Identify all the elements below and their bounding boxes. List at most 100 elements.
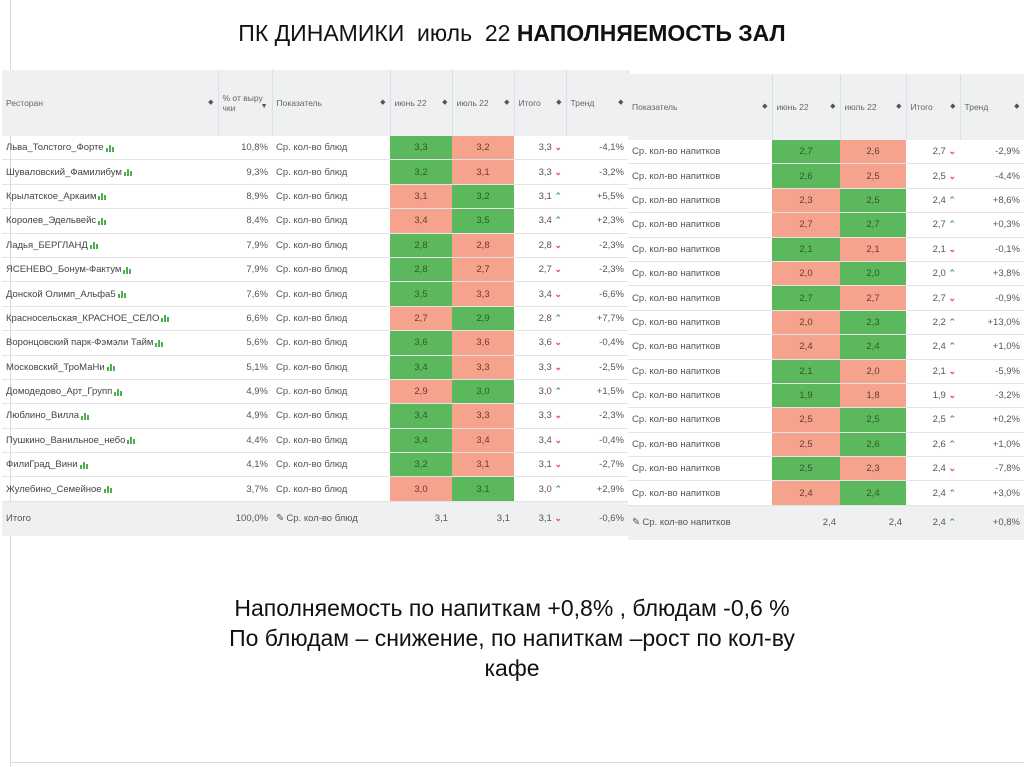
trend-value: -0,4%: [566, 330, 628, 356]
table-row[interactable]: Московский_ТроМаНи 5,1% Ср. кол-во блюд 3,4…: [2, 355, 628, 380]
table-row[interactable]: Ср. кол-во напитков 2,5 2,5 2,5 ⌃ +0,2%: [628, 407, 1024, 433]
bar-chart-icon[interactable]: [103, 485, 113, 494]
indicator-label: Ср. кол-во блюд: [272, 476, 390, 502]
restaurant-name[interactable]: ФилиГрад_Вини: [2, 452, 218, 478]
trend-up-icon: ⌃: [948, 487, 956, 498]
table-row[interactable]: ФилиГрад_Вини 4,1% Ср. кол-во блюд 3,2 3,1 3,…: [2, 452, 628, 478]
indicator-label: Ср. кол-во напитков: [628, 237, 772, 262]
table-row[interactable]: Ср. кол-во напитков 2,7 2,6 2,7 ⌄ -2,9%: [628, 140, 1024, 165]
restaurant-name[interactable]: Воронцовский парк-Фэмэли Тайм: [2, 330, 218, 356]
bar-chart-icon[interactable]: [79, 460, 89, 469]
col-header-june[interactable]: июнь 22 ◆: [390, 70, 453, 136]
col-header-percent[interactable]: % от выру чки ▼: [218, 70, 273, 136]
table-row[interactable]: Донской Олимп_Альфа5 7,6% Ср. кол-во блюд 3…: [2, 281, 628, 307]
table-row[interactable]: Ср. кол-во напитков 2,4 2,4 2,4 ⌃ +3,0%: [628, 480, 1024, 506]
bar-chart-icon[interactable]: [161, 314, 171, 323]
bar-chart-icon[interactable]: [106, 363, 116, 372]
table-row[interactable]: Ср. кол-во напитков 2,5 2,3 2,4 ⌄ -7,8%: [628, 456, 1024, 482]
bar-chart-icon[interactable]: [127, 436, 137, 445]
june-value: 2,1: [772, 359, 840, 384]
restaurant-name[interactable]: Льва_Толстого_Форте: [2, 136, 218, 161]
trend-down-icon: ⌄: [554, 239, 562, 250]
table-row[interactable]: Ср. кол-во напитков 2,0 2,0 2,0 ⌃ +3,8%: [628, 261, 1024, 287]
total-value: 2,6 ⌃: [906, 432, 960, 458]
table-row[interactable]: Ср. кол-во напитков 2,6 2,5 2,5 ⌄ -4,4%: [628, 163, 1024, 189]
table-row[interactable]: Пушкино_Ванильное_небо 4,4% Ср. кол-во блю…: [2, 428, 628, 454]
july-value: 2,4: [840, 480, 906, 506]
june-value: 2,4: [772, 334, 840, 360]
table-row[interactable]: Красносельская_КРАСНОЕ_СЕЛО 6,6% Ср. кол-в…: [2, 306, 628, 332]
conclusion-line: кафе: [484, 655, 540, 681]
june-value: 3,1: [390, 184, 452, 210]
july-value: 2,1: [840, 237, 906, 262]
col-header-total[interactable]: Итого ◆: [906, 74, 961, 140]
table-row[interactable]: Ср. кол-во напитков 2,4 2,4 2,4 ⌃ +1,0%: [628, 334, 1024, 360]
bar-chart-icon[interactable]: [81, 411, 91, 420]
conclusion-line: По блюдам – снижение, по напиткам –рост …: [229, 625, 795, 651]
total-value: 2,7 ⌃: [906, 212, 960, 238]
table-row[interactable]: Ср. кол-во напитков 2,7 2,7 2,7 ⌃ +0,3%: [628, 212, 1024, 238]
july-value: 2,3: [840, 310, 906, 336]
indicator-label: Ср. кол-во напитков: [628, 407, 772, 433]
restaurant-name[interactable]: Красносельская_КРАСНОЕ_СЕЛО: [2, 306, 218, 332]
table-row[interactable]: Ср. кол-во напитков 2,1 2,0 2,1 ⌄ -5,9%: [628, 359, 1024, 384]
bar-chart-icon[interactable]: [105, 143, 115, 152]
restaurant-name[interactable]: Крылатское_Аркаим: [2, 184, 218, 210]
table-row[interactable]: Ср. кол-во напитков 2,5 2,6 2,6 ⌃ +1,0%: [628, 432, 1024, 458]
table-row[interactable]: Крылатское_Аркаим 8,9% Ср. кол-во блюд 3,1 3…: [2, 184, 628, 210]
trend-value: -4,4%: [960, 163, 1024, 189]
total-value: 3,4 ⌃: [514, 208, 566, 234]
june-value: 2,7: [772, 285, 840, 311]
col-header-total[interactable]: Итого ◆: [514, 70, 567, 136]
table-row[interactable]: Ср. кол-во напитков 2,7 2,7 2,7 ⌄ -0,9%: [628, 285, 1024, 311]
col-header-indicator[interactable]: Показатель ◆: [272, 70, 391, 136]
bar-chart-icon[interactable]: [98, 216, 108, 225]
bar-chart-icon[interactable]: [89, 241, 99, 250]
col-header-trend[interactable]: Тренд ◆: [566, 70, 629, 136]
bar-chart-icon[interactable]: [98, 192, 108, 201]
table-row[interactable]: Шуваловский_Фамилибум 9,3% Ср. кол-во блюд…: [2, 159, 628, 185]
table-row[interactable]: Люблино_Вилла 4,9% Ср. кол-во блюд 3,4 3,3 3,…: [2, 403, 628, 429]
table-row[interactable]: Ср. кол-во напитков 2,1 2,1 2,1 ⌄ -0,1%: [628, 237, 1024, 262]
table-row[interactable]: Ср. кол-во напитков 1,9 1,8 1,9 ⌄ -3,2%: [628, 383, 1024, 409]
bar-chart-icon[interactable]: [114, 387, 124, 396]
col-header-july[interactable]: июль 22 ◆: [840, 74, 907, 140]
table-row[interactable]: Льва_Толстого_Форте 10,8% Ср. кол-во блюд 3…: [2, 136, 628, 161]
restaurant-name[interactable]: Королев_Эдельвейс: [2, 208, 218, 234]
restaurant-name[interactable]: Люблино_Вилла: [2, 403, 218, 429]
table-row[interactable]: Ср. кол-во напитков 2,3 2,5 2,4 ⌃ +8,6%: [628, 188, 1024, 214]
july-value: 3,0: [452, 379, 514, 405]
table-row[interactable]: Воронцовский парк-Фэмэли Тайм 5,6% Ср. кол…: [2, 330, 628, 356]
july-value: 2,3: [840, 456, 906, 482]
col-header-restaurant[interactable]: Ресторан ◆: [2, 70, 219, 136]
bar-chart-icon[interactable]: [123, 265, 133, 274]
bar-chart-icon[interactable]: [123, 168, 133, 177]
table-row[interactable]: Королев_Эдельвейс 8,4% Ср. кол-во блюд 3,4 3…: [2, 208, 628, 234]
trend-up-icon: ⌃: [948, 194, 956, 205]
col-header-trend[interactable]: Тренд ◆: [960, 74, 1024, 140]
restaurant-name[interactable]: ЯСЕНЕВО_Бонум-Фактум: [2, 257, 218, 283]
table-row[interactable]: Ср. кол-во напитков 2,0 2,3 2,2 ⌃ +13,0%: [628, 310, 1024, 336]
july-value: 3,3: [452, 355, 514, 380]
bar-chart-icon[interactable]: [155, 338, 165, 347]
table-row[interactable]: Ладья_БЕРГЛАНД 7,9% Ср. кол-во блюд 2,8 2,8 2…: [2, 233, 628, 258]
col-header-july[interactable]: июль 22 ◆: [452, 70, 515, 136]
total-total: 2,4 ⌃: [906, 505, 960, 540]
col-header-indicator[interactable]: Показатель ◆: [628, 74, 773, 140]
table-row[interactable]: Жулебино_Семейное 3,7% Ср. кол-во блюд 3,0 3…: [2, 476, 628, 502]
restaurant-name[interactable]: Ладья_БЕРГЛАНД: [2, 233, 218, 258]
trend-down-icon: ⌄: [948, 463, 956, 474]
table-row[interactable]: Домодедово_Арт_Групп 4,9% Ср. кол-во блюд 2…: [2, 379, 628, 405]
bar-chart-icon[interactable]: [117, 290, 127, 299]
trend-value: -3,2%: [960, 383, 1024, 409]
table-row[interactable]: ЯСЕНЕВО_Бонум-Фактум 7,9% Ср. кол-во блюд 2…: [2, 257, 628, 283]
restaurant-name[interactable]: Донской Олимп_Альфа5: [2, 281, 218, 307]
restaurant-name[interactable]: Жулебино_Семейное: [2, 476, 218, 502]
restaurant-name[interactable]: Шуваловский_Фамилибум: [2, 159, 218, 185]
restaurant-name[interactable]: Пушкино_Ванильное_небо: [2, 428, 218, 454]
restaurant-name[interactable]: Московский_ТроМаНи: [2, 355, 218, 380]
col-header-june[interactable]: июнь 22 ◆: [772, 74, 841, 140]
june-value: 2,5: [772, 456, 840, 482]
restaurant-name[interactable]: Домодедово_Арт_Групп: [2, 379, 218, 405]
total-total: 3,1 ⌄: [514, 501, 566, 536]
